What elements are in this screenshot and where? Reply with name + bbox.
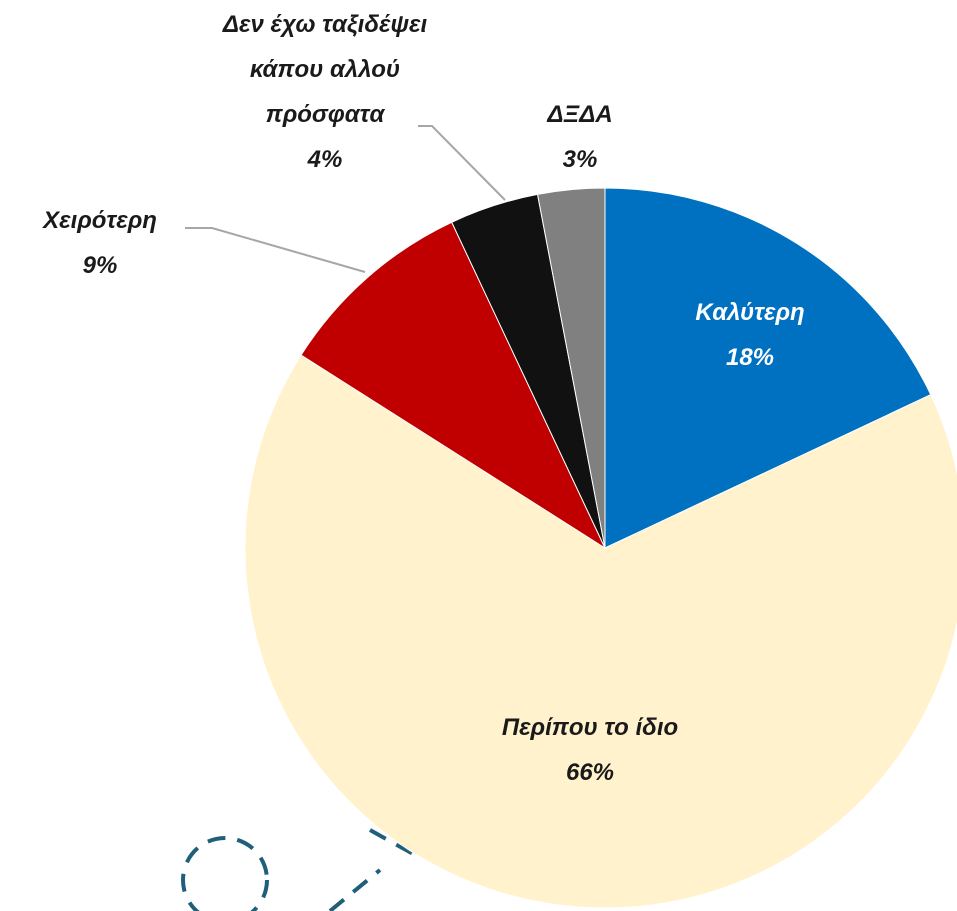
slice-label: Δεν έχω ταξιδέψει κάπου αλλού πρόσφατα 4% [205,2,445,182]
value-label: 4% [307,146,343,173]
value-label: 3% [562,146,598,173]
leader-line [418,125,506,201]
pie-slice [300,221,607,550]
slice-label: ΔΞΔΑ 3% [500,92,660,182]
category-name: Περίπου το ίδιο [501,714,679,741]
value-label: 18% [725,344,775,371]
slice-label: Καλύτερη 18% [630,290,870,380]
category-name: ΔΞΔΑ [547,101,613,128]
pie-slice [604,187,932,549]
leader-line [185,227,366,273]
category-name: Δεν έχω ταξιδέψει κάπου αλλού πρόσφατα [222,11,428,128]
slice-label: Χειρότερη 9% [0,198,200,288]
value-label: 66% [565,759,615,786]
pie-slice [244,354,957,909]
value-label: 9% [82,252,118,279]
category-name: Καλύτερη [695,299,805,326]
pie-slice [536,187,606,549]
category-name: Χειρότερη [43,207,157,234]
slice-label: Περίπου το ίδιο 66% [440,705,740,795]
